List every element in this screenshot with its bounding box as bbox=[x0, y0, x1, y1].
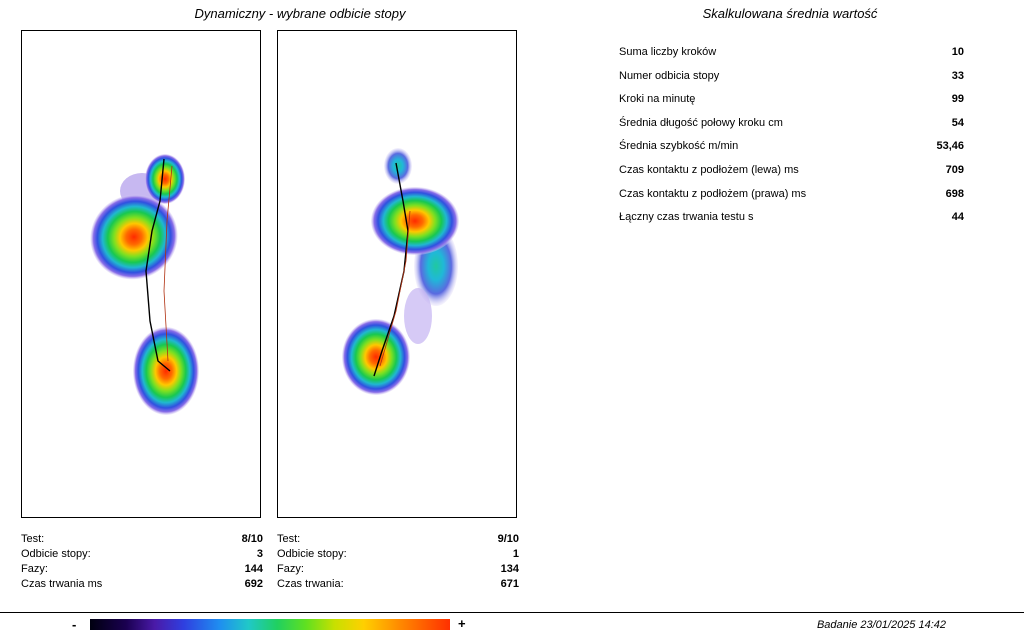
footprint-info-left: Test: 8/10 Odbicie stopy: 3 Fazy: 144 Cz… bbox=[21, 532, 263, 592]
info-label: Fazy: bbox=[277, 563, 304, 575]
info-row-footprint: Odbicie stopy: 3 bbox=[21, 547, 263, 562]
footer-divider bbox=[0, 612, 1024, 613]
info-row-footprint: Odbicie stopy: 1 bbox=[277, 547, 519, 562]
info-value: 144 bbox=[244, 563, 263, 575]
averages-table: Suma liczby kroków 10 Numer odbicia stop… bbox=[619, 44, 964, 233]
stat-row-contact-left: Czas kontaktu z podłożem (lewa) ms 709 bbox=[619, 162, 964, 186]
footprint-heatmap-left bbox=[90, 154, 199, 415]
stat-row-cadence: Kroki na minutę 99 bbox=[619, 91, 964, 115]
stat-value: 54 bbox=[951, 116, 964, 129]
footprint-panel-left bbox=[21, 30, 261, 518]
stat-label: Średnia szybkość m/min bbox=[619, 140, 739, 153]
stat-value: 698 bbox=[945, 187, 964, 200]
stat-value: 99 bbox=[951, 93, 964, 106]
info-row-test: Test: 9/10 bbox=[277, 532, 519, 547]
info-value: 3 bbox=[256, 548, 263, 560]
pressure-color-scale bbox=[90, 619, 450, 630]
info-row-duration: Czas trwania ms 692 bbox=[21, 577, 263, 592]
info-row-phases: Fazy: 134 bbox=[277, 562, 519, 577]
info-value: 8/10 bbox=[241, 533, 263, 545]
stat-row-speed: Średnia szybkość m/min 53,46 bbox=[619, 138, 964, 162]
info-label: Odbicie stopy: bbox=[277, 548, 347, 560]
stat-value: 53,46 bbox=[936, 140, 964, 153]
info-label: Odbicie stopy: bbox=[21, 548, 91, 560]
stat-value: 10 bbox=[951, 46, 964, 58]
info-label: Fazy: bbox=[21, 563, 48, 575]
exam-date: Badanie 23/01/2025 14:42 bbox=[816, 619, 946, 631]
stat-label: Średnia długość połowy kroku cm bbox=[619, 116, 783, 129]
stat-row-total-duration: Łączny czas trwania testu s 44 bbox=[619, 209, 964, 233]
stat-label: Kroki na minutę bbox=[619, 93, 696, 106]
averages-title: Skalkulowana średnia wartość bbox=[702, 6, 878, 21]
info-value: 1 bbox=[512, 548, 519, 560]
scale-max-label: + bbox=[458, 616, 466, 631]
stat-value: 709 bbox=[945, 163, 964, 176]
info-value: 692 bbox=[244, 578, 263, 590]
stat-label: Suma liczby kroków bbox=[619, 46, 717, 58]
info-row-duration: Czas trwania: 671 bbox=[277, 577, 519, 592]
stat-row-half-step-length: Średnia długość połowy kroku cm 54 bbox=[619, 115, 964, 139]
stat-label: Czas kontaktu z podłożem (lewa) ms bbox=[619, 163, 799, 176]
pressure-map-title: Dynamiczny - wybrane odbicie stopy bbox=[194, 6, 406, 21]
scale-min-label: - bbox=[72, 617, 77, 632]
info-value: 134 bbox=[500, 563, 519, 575]
stat-label: Numer odbicia stopy bbox=[619, 69, 720, 82]
footprint-info-right: Test: 9/10 Odbicie stopy: 1 Fazy: 134 Cz… bbox=[277, 532, 519, 592]
info-label: Test: bbox=[21, 533, 45, 545]
stat-row-contact-right: Czas kontaktu z podłożem (prawa) ms 698 bbox=[619, 186, 964, 210]
info-value: 671 bbox=[500, 578, 519, 590]
stat-label: Czas kontaktu z podłożem (prawa) ms bbox=[619, 187, 807, 200]
stat-label: Łączny czas trwania testu s bbox=[619, 211, 754, 224]
stat-value: 33 bbox=[951, 69, 964, 82]
info-label: Test: bbox=[277, 533, 301, 545]
info-row-phases: Fazy: 144 bbox=[21, 562, 263, 577]
footprint-panel-right bbox=[277, 30, 517, 518]
info-label: Czas trwania: bbox=[277, 578, 344, 590]
stat-row-footprint-number: Numer odbicia stopy 33 bbox=[619, 68, 964, 92]
info-row-test: Test: 8/10 bbox=[21, 532, 263, 547]
footprint-heatmap-right bbox=[342, 148, 459, 395]
stat-row-total-steps: Suma liczby kroków 10 bbox=[619, 44, 964, 68]
info-label: Czas trwania ms bbox=[21, 578, 103, 590]
info-value: 9/10 bbox=[497, 533, 519, 545]
stat-value: 44 bbox=[951, 211, 964, 224]
